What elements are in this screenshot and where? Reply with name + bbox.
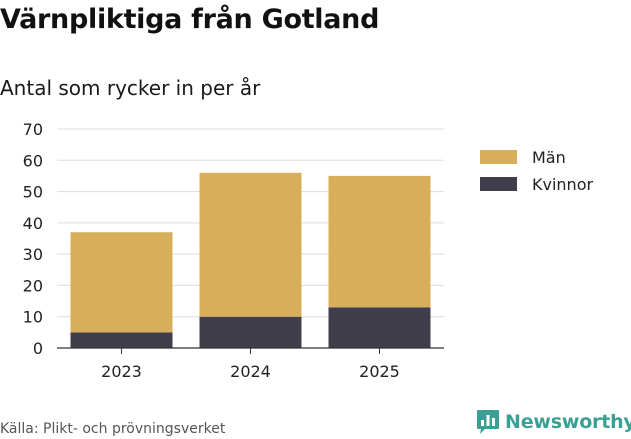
bars [70, 172, 431, 348]
x-tick-label: 2024 [230, 362, 271, 381]
brand-logo: Newsworthy [476, 408, 631, 436]
x-tick-label: 2023 [101, 362, 142, 381]
bar-segment-kvinnor-2025 [328, 307, 431, 348]
y-tick-label: 30 [23, 245, 43, 264]
brand-name: Newsworthy [505, 411, 631, 433]
legend-label-kvinnor: Kvinnor [532, 175, 593, 194]
legend-swatch-kvinnor [480, 177, 517, 191]
y-tick-label: 70 [23, 120, 43, 139]
x-tick-label: 2025 [359, 362, 400, 381]
source-note: Källa: Plikt- och prövningsverket [0, 421, 226, 437]
y-tick-label: 60 [23, 151, 43, 170]
legend-swatch-män [480, 150, 517, 164]
y-tick-label: 0 [33, 339, 43, 358]
bar-chart-logo-icon [477, 410, 499, 434]
y-tick-label: 10 [23, 308, 43, 327]
y-axis-ticks: 0 10 20 30 40 50 60 70 [23, 120, 43, 358]
legend-label-män: Män [532, 148, 566, 167]
bar-segment-kvinnor-2024 [199, 316, 302, 348]
chart-title: Värnpliktiga från Gotland [0, 4, 380, 35]
bar-segment-kvinnor-2023 [70, 332, 173, 348]
legend: Män Kvinnor [480, 148, 593, 194]
y-tick-label: 20 [23, 276, 43, 295]
chart-subtitle: Antal som rycker in per år [0, 76, 261, 100]
bar-segment-män-2023 [70, 232, 173, 333]
bar-segment-män-2024 [199, 172, 302, 317]
y-tick-label: 40 [23, 214, 43, 233]
x-axis-ticks: 2023 2024 2025 [101, 348, 400, 381]
y-tick-label: 50 [23, 183, 43, 202]
bar-segment-män-2025 [328, 175, 431, 308]
